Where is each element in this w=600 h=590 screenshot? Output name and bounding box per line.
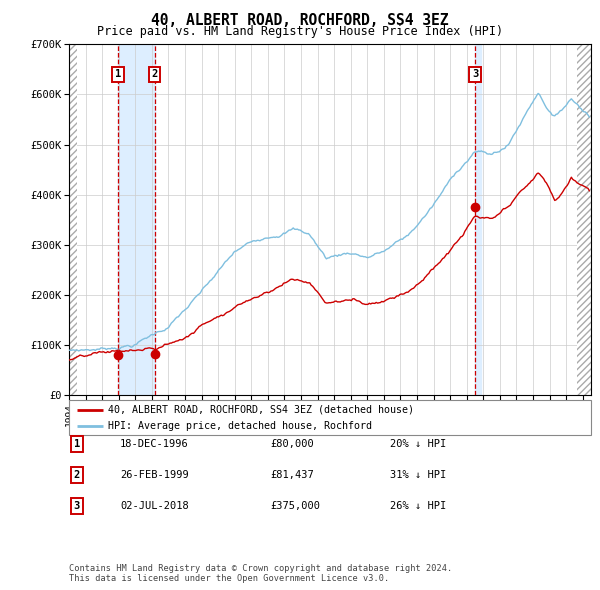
Text: 3: 3 xyxy=(74,502,80,511)
Text: 40, ALBERT ROAD, ROCHFORD, SS4 3EZ (detached house): 40, ALBERT ROAD, ROCHFORD, SS4 3EZ (deta… xyxy=(108,405,414,415)
Text: 3: 3 xyxy=(472,70,478,79)
Text: 40, ALBERT ROAD, ROCHFORD, SS4 3EZ: 40, ALBERT ROAD, ROCHFORD, SS4 3EZ xyxy=(151,13,449,28)
FancyBboxPatch shape xyxy=(69,400,591,435)
Text: 1: 1 xyxy=(74,439,80,448)
Text: 02-JUL-2018: 02-JUL-2018 xyxy=(120,502,189,511)
Text: 2: 2 xyxy=(151,70,158,79)
Text: 1: 1 xyxy=(115,70,121,79)
Text: £81,437: £81,437 xyxy=(270,470,314,480)
Bar xyxy=(118,44,155,395)
Text: 20% ↓ HPI: 20% ↓ HPI xyxy=(390,439,446,448)
Text: 18-DEC-1996: 18-DEC-1996 xyxy=(120,439,189,448)
Bar xyxy=(475,44,481,395)
Text: 26% ↓ HPI: 26% ↓ HPI xyxy=(390,502,446,511)
Text: 2: 2 xyxy=(74,470,80,480)
Text: 26-FEB-1999: 26-FEB-1999 xyxy=(120,470,189,480)
Text: Price paid vs. HM Land Registry's House Price Index (HPI): Price paid vs. HM Land Registry's House … xyxy=(97,25,503,38)
Text: Contains HM Land Registry data © Crown copyright and database right 2024.
This d: Contains HM Land Registry data © Crown c… xyxy=(69,563,452,583)
Text: 31% ↓ HPI: 31% ↓ HPI xyxy=(390,470,446,480)
Text: HPI: Average price, detached house, Rochford: HPI: Average price, detached house, Roch… xyxy=(108,421,372,431)
Text: £375,000: £375,000 xyxy=(270,502,320,511)
Bar xyxy=(577,44,591,395)
Text: £80,000: £80,000 xyxy=(270,439,314,448)
Bar xyxy=(69,44,77,395)
